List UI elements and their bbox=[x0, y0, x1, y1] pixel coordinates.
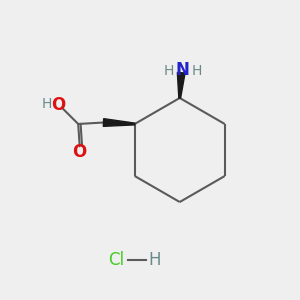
Polygon shape bbox=[177, 73, 185, 98]
Text: O: O bbox=[73, 142, 87, 160]
Text: Cl: Cl bbox=[109, 251, 125, 269]
Text: N: N bbox=[175, 61, 189, 79]
Text: O: O bbox=[51, 96, 65, 114]
Text: H: H bbox=[191, 64, 202, 78]
Polygon shape bbox=[103, 118, 135, 126]
Text: H: H bbox=[41, 97, 52, 111]
Text: H: H bbox=[148, 251, 161, 269]
Text: H: H bbox=[164, 64, 174, 78]
